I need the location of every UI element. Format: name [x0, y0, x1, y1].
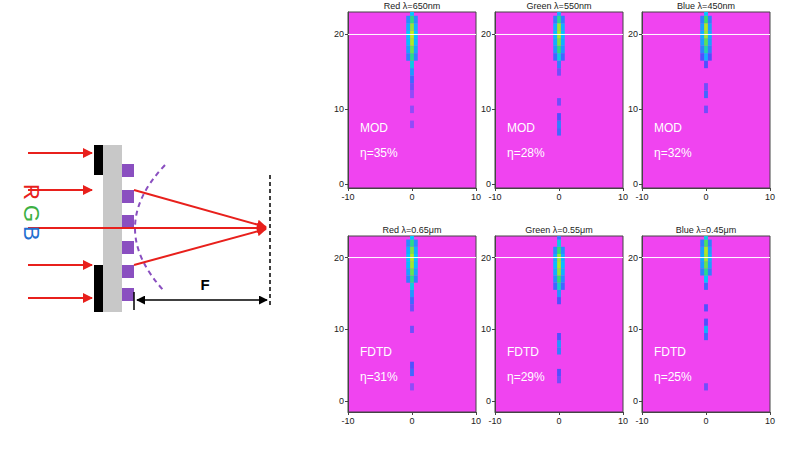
- svg-text:FDTD: FDTD: [507, 345, 539, 359]
- svg-text:0: 0: [409, 192, 414, 202]
- svg-text:20: 20: [334, 253, 344, 263]
- svg-text:10: 10: [628, 324, 638, 334]
- svg-text:10: 10: [481, 324, 491, 334]
- svg-text:10: 10: [481, 104, 491, 114]
- svg-text:0: 0: [703, 416, 708, 426]
- svg-text:10: 10: [471, 192, 481, 202]
- svg-text:0: 0: [486, 396, 491, 406]
- svg-text:Blue λ=0.45μm: Blue λ=0.45μm: [676, 225, 736, 235]
- svg-text:η=31%: η=31%: [360, 370, 398, 384]
- svg-text:0: 0: [339, 179, 344, 189]
- svg-text:-10: -10: [341, 192, 354, 202]
- svg-text:20: 20: [628, 253, 638, 263]
- svg-text:20: 20: [481, 253, 491, 263]
- svg-text:Red λ=650nm: Red λ=650nm: [384, 1, 440, 11]
- svg-text:10: 10: [334, 324, 344, 334]
- svg-text:0: 0: [633, 396, 638, 406]
- svg-text:10: 10: [628, 104, 638, 114]
- svg-text:10: 10: [618, 416, 628, 426]
- svg-text:Blue λ=450nm: Blue λ=450nm: [677, 1, 735, 11]
- svg-text:-10: -10: [341, 416, 354, 426]
- svg-text:0: 0: [556, 416, 561, 426]
- svg-text:20: 20: [481, 29, 491, 39]
- svg-text:FDTD: FDTD: [360, 345, 392, 359]
- svg-text:20: 20: [334, 29, 344, 39]
- svg-text:10: 10: [618, 192, 628, 202]
- svg-text:0: 0: [556, 192, 561, 202]
- svg-text:MOD: MOD: [654, 121, 682, 135]
- svg-text:10: 10: [334, 104, 344, 114]
- svg-text:20: 20: [628, 29, 638, 39]
- svg-text:FDTD: FDTD: [654, 345, 686, 359]
- svg-text:F: F: [200, 276, 209, 293]
- svg-text:MOD: MOD: [507, 121, 535, 135]
- svg-text:R: R: [19, 184, 44, 200]
- svg-text:Red λ=0.65μm: Red λ=0.65μm: [383, 225, 442, 235]
- svg-text:η=29%: η=29%: [507, 370, 545, 384]
- svg-text:-10: -10: [488, 416, 501, 426]
- svg-text:η=32%: η=32%: [654, 146, 692, 160]
- svg-text:Green λ=550nm: Green λ=550nm: [527, 1, 592, 11]
- svg-text:η=25%: η=25%: [654, 370, 692, 384]
- svg-text:0: 0: [633, 179, 638, 189]
- svg-text:10: 10: [765, 192, 775, 202]
- svg-text:0: 0: [703, 192, 708, 202]
- svg-text:10: 10: [765, 416, 775, 426]
- svg-text:-10: -10: [488, 192, 501, 202]
- svg-text:Green λ=0.55μm: Green λ=0.55μm: [525, 225, 592, 235]
- svg-text:B: B: [19, 226, 44, 241]
- svg-text:MOD: MOD: [360, 121, 388, 135]
- svg-text:-10: -10: [635, 416, 648, 426]
- svg-text:η=35%: η=35%: [360, 146, 398, 160]
- svg-text:0: 0: [409, 416, 414, 426]
- svg-text:-10: -10: [635, 192, 648, 202]
- svg-text:10: 10: [471, 416, 481, 426]
- svg-text:G: G: [19, 205, 44, 222]
- svg-text:η=28%: η=28%: [507, 146, 545, 160]
- svg-text:0: 0: [486, 179, 491, 189]
- svg-text:0: 0: [339, 396, 344, 406]
